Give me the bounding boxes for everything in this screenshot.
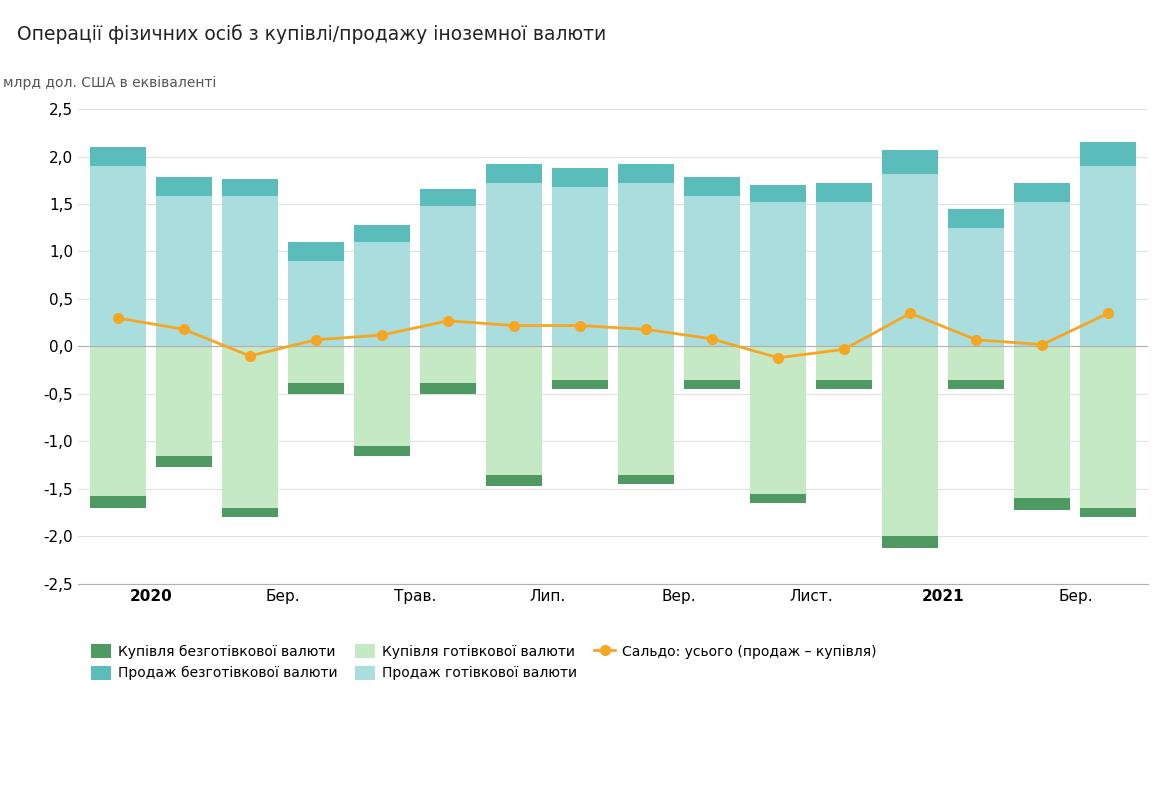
Bar	[618, 475, 675, 484]
Bar	[486, 346, 542, 475]
Bar	[354, 225, 411, 242]
Bar	[420, 189, 476, 206]
Bar	[287, 261, 344, 346]
Bar	[684, 346, 740, 380]
Bar	[552, 187, 608, 346]
Bar	[883, 150, 939, 174]
Bar	[618, 183, 675, 346]
Bar	[486, 183, 542, 346]
Bar	[883, 537, 939, 548]
Bar	[948, 346, 1005, 380]
Bar	[222, 346, 278, 508]
Text: Операції фізичних осіб з купівлі/продажу іноземної валюти: Операції фізичних осіб з купівлі/продажу…	[17, 24, 607, 44]
Bar	[1080, 508, 1136, 518]
Bar	[90, 147, 145, 166]
Bar	[287, 346, 344, 383]
Bar	[222, 196, 278, 346]
Bar	[1014, 499, 1070, 510]
Bar	[684, 380, 740, 389]
Bar	[552, 346, 608, 380]
Bar	[552, 380, 608, 389]
Bar	[1014, 183, 1070, 202]
Bar	[222, 179, 278, 196]
Bar	[1080, 346, 1136, 508]
Legend: Купівля безготівкової валюти, Продаж безготівкової валюти, Купівля готівкової ва: Купівля безготівкової валюти, Продаж без…	[85, 638, 882, 686]
Bar	[420, 346, 476, 383]
Bar	[948, 228, 1005, 346]
Bar	[420, 206, 476, 346]
Bar	[156, 196, 212, 346]
Bar	[1014, 202, 1070, 346]
Bar	[816, 380, 872, 389]
Bar	[883, 174, 939, 346]
Bar	[1014, 346, 1070, 499]
Bar	[287, 242, 344, 261]
Bar	[287, 383, 344, 394]
Bar	[948, 209, 1005, 228]
Bar	[883, 346, 939, 537]
Bar	[354, 346, 411, 446]
Bar	[1080, 166, 1136, 346]
Bar	[420, 383, 476, 394]
Bar	[486, 164, 542, 183]
Bar	[816, 183, 872, 202]
Bar	[816, 346, 872, 380]
Bar	[354, 446, 411, 456]
Bar	[90, 346, 145, 496]
Bar	[156, 177, 212, 196]
Bar	[750, 494, 806, 503]
Bar	[618, 164, 675, 183]
Bar	[156, 456, 212, 467]
Bar	[948, 380, 1005, 389]
Bar	[618, 346, 675, 475]
Bar	[750, 346, 806, 494]
Bar	[750, 185, 806, 202]
Bar	[816, 202, 872, 346]
Bar	[90, 166, 145, 346]
Text: млрд дол. США в еквіваленті: млрд дол. США в еквіваленті	[3, 76, 216, 90]
Bar	[552, 168, 608, 187]
Bar	[750, 202, 806, 346]
Bar	[222, 508, 278, 518]
Bar	[90, 496, 145, 508]
Bar	[486, 475, 542, 486]
Bar	[1080, 142, 1136, 166]
Bar	[684, 177, 740, 196]
Bar	[156, 346, 212, 456]
Bar	[354, 242, 411, 346]
Bar	[684, 196, 740, 346]
